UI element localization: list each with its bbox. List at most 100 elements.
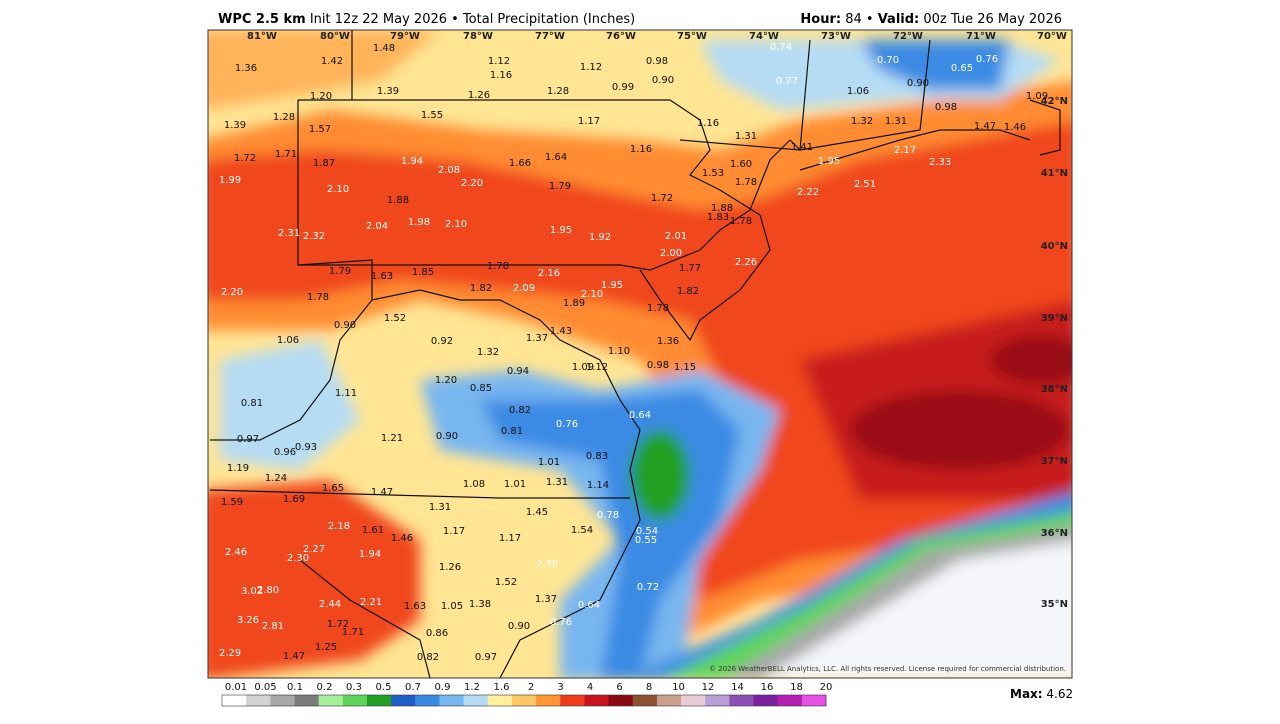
field [850, 390, 1070, 470]
precip-value: 2.17 [894, 145, 916, 156]
colorbar-label: 2 [528, 682, 534, 693]
precip-value: 1.12 [586, 362, 608, 373]
header-right: Hour: 84 • Valid: 00z Tue 26 May 2026 [800, 12, 1062, 27]
longitude-label: 70°W [1037, 31, 1067, 42]
precip-value: 1.09 [1026, 91, 1048, 102]
precip-value: 2.09 [513, 283, 535, 294]
precip-value: 1.09 [572, 362, 594, 373]
precip-value: 2.31 [278, 228, 300, 239]
precip-value: 1.78 [730, 216, 752, 227]
precip-value: 1.78 [307, 292, 329, 303]
precip-value: 1.41 [791, 142, 813, 153]
precip-value: 1.94 [401, 156, 423, 167]
precip-value: 2.20 [461, 178, 483, 189]
field [220, 340, 360, 470]
precip-value: 1.63 [404, 601, 426, 612]
field [860, 40, 1010, 90]
latitude-label: 41°N [1041, 168, 1068, 179]
color-swatch [584, 695, 610, 706]
color-swatch [560, 695, 585, 706]
precip-value: 1.54 [571, 525, 593, 536]
longitude-label: 72°W [893, 31, 923, 42]
precip-value: 1.55 [421, 110, 443, 121]
color-swatch [511, 695, 537, 706]
precip-value: 2.18 [328, 521, 350, 532]
precip-value: 1.95 [550, 225, 572, 236]
precip-value: 2.30 [536, 559, 558, 570]
colorbar-label: 0.2 [317, 682, 333, 693]
precip-value: 0.81 [501, 426, 523, 437]
colorbar-label: 12 [702, 682, 715, 693]
precip-value: 0.76 [550, 617, 572, 628]
latitude-label: 36°N [1041, 528, 1068, 539]
precip-value: 0.82 [417, 652, 439, 663]
precip-value: 1.37 [526, 333, 548, 344]
precip-value: 0.70 [877, 55, 899, 66]
map-frame [207, 29, 1073, 679]
precip-value: 1.48 [373, 43, 395, 54]
precip-value: 1.95 [818, 156, 840, 167]
precip-value: 1.52 [384, 313, 406, 324]
precip-value: 0.65 [951, 63, 973, 74]
precip-value: 2.81 [262, 621, 284, 632]
colorbar-label: 18 [790, 682, 803, 693]
longitude-label: 73°W [821, 31, 851, 42]
precip-value: 1.05 [441, 601, 463, 612]
precip-value: 0.90 [652, 75, 674, 86]
precip-value: 2.30 [287, 553, 309, 564]
color-swatch [439, 695, 465, 706]
precip-value: 1.26 [439, 562, 461, 573]
color-swatch [681, 695, 706, 706]
precip-value: 1.46 [1004, 122, 1026, 133]
precip-value: 1.98 [408, 217, 430, 228]
precip-value: 2.33 [929, 157, 951, 168]
latitude-label: 42°N [1041, 96, 1068, 107]
color-swatch [777, 695, 803, 706]
precip-value: 1.12 [488, 56, 510, 67]
precip-value: 2.29 [219, 648, 241, 659]
precip-value: 1.17 [443, 526, 465, 537]
color-swatch [801, 695, 827, 706]
precip-value: 1.83 [707, 212, 729, 223]
state-lines [297, 30, 931, 271]
precip-value: 1.10 [608, 346, 630, 357]
precip-value: 1.63 [371, 271, 393, 282]
longitude-label: 76°W [606, 31, 636, 42]
precip-value: 1.88 [387, 195, 409, 206]
colorbar-label: 0.05 [254, 682, 276, 693]
precip-value: 0.85 [470, 383, 492, 394]
precip-value: 0.97 [475, 652, 497, 663]
precip-value: 0.55 [635, 535, 657, 546]
longitude-label: 81°W [247, 31, 277, 42]
precip-value: 1.32 [477, 347, 499, 358]
precip-value: 0.72 [637, 582, 659, 593]
precip-value: 0.76 [556, 419, 578, 430]
color-swatch [391, 695, 416, 706]
color-swatch [294, 695, 320, 706]
colorbar-frame [221, 694, 827, 707]
precip-value: 1.14 [587, 480, 609, 491]
precip-value: 0.98 [646, 56, 668, 67]
precip-value: 1.82 [470, 283, 492, 294]
precip-value: 0.94 [507, 366, 529, 377]
precip-value: 1.24 [265, 473, 287, 484]
precip-value: 1.78 [735, 177, 757, 188]
precip-value: 1.43 [550, 326, 572, 337]
precip-value: 1.47 [283, 651, 305, 662]
precip-value: 1.36 [235, 63, 257, 74]
precip-value: 0.74 [770, 42, 792, 53]
max-value: 4.62 [1046, 687, 1073, 701]
colorbar-label: 4 [587, 682, 593, 693]
colorbar-label: 0.1 [287, 682, 303, 693]
precip-value: 1.77 [679, 263, 701, 274]
precip-value: 1.25 [315, 642, 337, 653]
precip-value: 1.71 [275, 149, 297, 160]
precip-value: 0.92 [431, 336, 453, 347]
precip-value: 0.81 [241, 398, 263, 409]
precip-value: 1.65 [322, 483, 344, 494]
precip-value: 1.01 [504, 479, 526, 490]
color-swatch [705, 695, 730, 706]
latitude-label: 38°N [1041, 384, 1068, 395]
longitude-label: 79°W [390, 31, 420, 42]
